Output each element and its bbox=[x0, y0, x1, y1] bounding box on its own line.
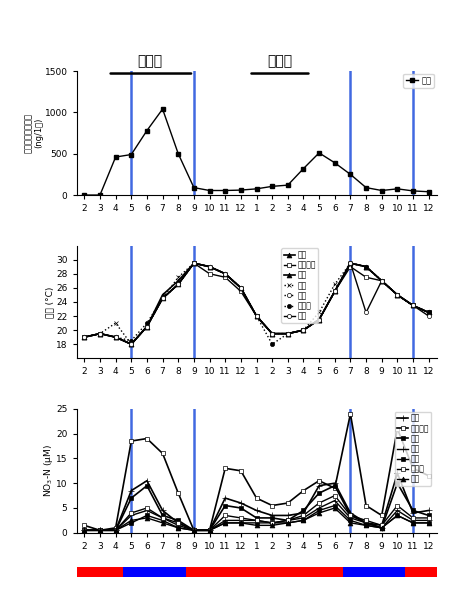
Legend: 石崎, アライケ, 石賛, 前崎, 前度, ナスポ, やや: 石崎, アライケ, 石賛, 前崎, 前度, ナスポ, やや bbox=[395, 411, 432, 486]
Bar bbox=[76, 567, 123, 577]
Y-axis label: マクサの平均重量
(ng/1株): マクサの平均重量 (ng/1株) bbox=[24, 113, 43, 153]
Bar bbox=[342, 567, 405, 577]
Text: 生長期: 生長期 bbox=[267, 54, 293, 69]
Text: 生長期: 生長期 bbox=[138, 54, 162, 69]
Legend: 平均, アライケ, 石賛, 前崎, 前度, ナスポ, やや: 平均, アライケ, 石賛, 前崎, 前度, ナスポ, やや bbox=[281, 248, 318, 323]
Y-axis label: 水温 (°C): 水温 (°C) bbox=[45, 287, 54, 317]
Bar bbox=[405, 567, 436, 577]
Legend: やや: やや bbox=[403, 73, 434, 88]
Bar bbox=[186, 567, 342, 577]
Y-axis label: NO$_3$-N (μM): NO$_3$-N (μM) bbox=[41, 445, 54, 497]
Bar bbox=[123, 567, 186, 577]
